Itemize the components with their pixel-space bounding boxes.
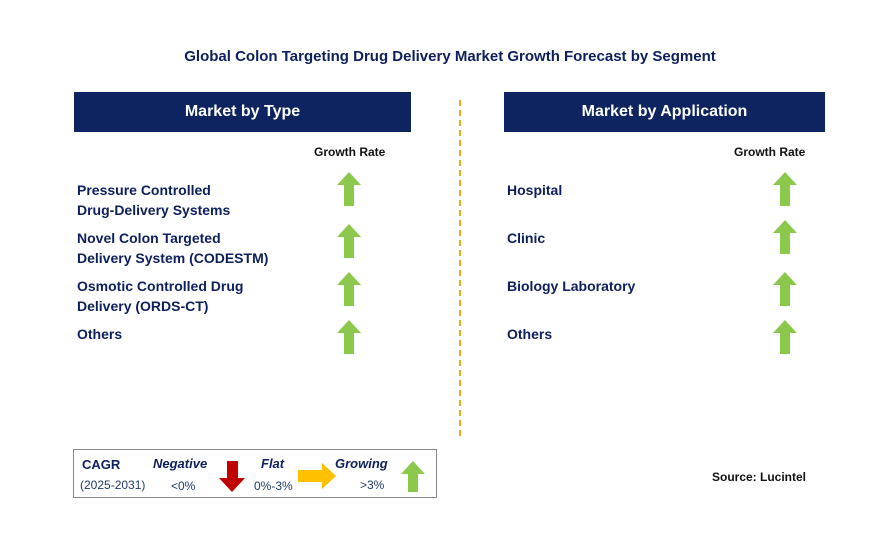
type-growth-rate-label: Growth Rate: [314, 145, 386, 159]
legend-flat-range: 0%-3%: [254, 479, 293, 493]
growing-arrow-icon: [337, 224, 361, 258]
application-growth-rate-label: Growth Rate: [734, 145, 806, 159]
divider: [459, 100, 461, 436]
growing-arrow-icon: [773, 172, 797, 206]
legend-period: (2025-2031): [80, 478, 146, 492]
legend-flat-label: Flat: [261, 456, 285, 471]
application-row-label: Biology Laboratory: [507, 278, 636, 294]
type-row: Novel Colon Targeted Delivery System (COD…: [77, 228, 268, 268]
row-label: Novel Colon Targeted: [77, 230, 221, 246]
growing-arrow-icon: [337, 272, 361, 306]
application-row-label: Others: [507, 326, 553, 342]
type-row: Pressure Controlled Drug-Delivery Systems: [77, 180, 230, 220]
growing-arrow-icon: [337, 320, 361, 354]
application-row-label: Clinic: [507, 230, 546, 246]
row-label: Delivery System (CODESTM): [77, 250, 269, 266]
negative-arrow-icon: [219, 461, 245, 492]
row-label: Others: [77, 326, 123, 342]
growing-arrow-icon: [337, 172, 361, 206]
row-label: Delivery (ORDS-CT): [77, 298, 209, 314]
legend-growing-label: Growing: [335, 456, 388, 471]
row-label: Pressure Controlled: [77, 182, 211, 198]
application-header: Market by Application: [504, 92, 825, 132]
type-header: Market by Type: [74, 92, 411, 132]
row-label: Drug-Delivery Systems: [77, 202, 231, 218]
growing-arrow-icon: [773, 320, 797, 354]
growing-arrow-icon: [773, 220, 797, 254]
flat-arrow-icon: [298, 463, 336, 489]
source-note: Source: Lucintel: [712, 470, 807, 484]
growing-arrow-icon: [773, 272, 797, 306]
row-label: Osmotic Controlled Drug: [77, 278, 244, 294]
legend-cagr: CAGR: [82, 457, 121, 472]
legend: CAGR (2025-2031) Negative <0% Flat 0%-3%…: [73, 449, 437, 498]
application-row-label: Hospital: [507, 182, 563, 198]
legend-negative-range: <0%: [171, 479, 196, 493]
type-row: Others: [77, 324, 122, 344]
legend-growing-range: >3%: [360, 478, 385, 492]
type-row: Osmotic Controlled Drug Delivery (ORDS-CT…: [77, 276, 243, 316]
page-title: Global Colon Targeting Drug Delivery Mar…: [184, 48, 716, 65]
legend-negative-label: Negative: [153, 456, 208, 471]
growing-arrow-icon: [401, 461, 425, 492]
